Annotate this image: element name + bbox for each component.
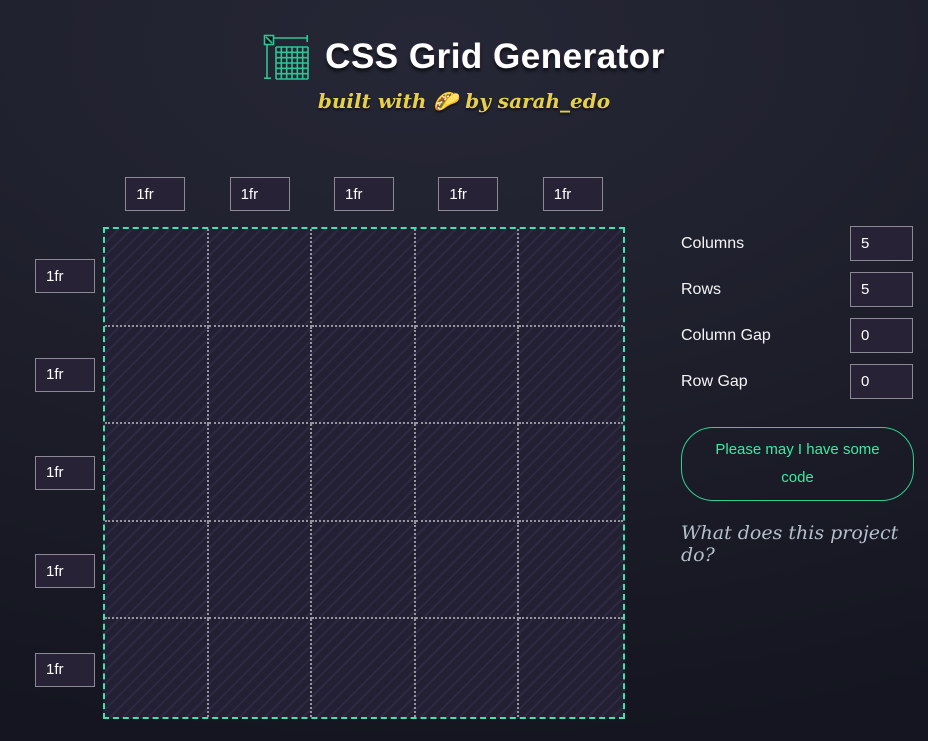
get-code-button[interactable]: Please may I have some code xyxy=(681,427,914,501)
page-title: CSS Grid Generator xyxy=(325,37,665,76)
grid-cell[interactable] xyxy=(415,521,520,620)
grid-cell[interactable] xyxy=(519,619,623,717)
grid-cell[interactable] xyxy=(105,424,209,522)
grid-cell[interactable] xyxy=(519,229,623,327)
columns-input[interactable] xyxy=(850,226,913,261)
subtitle: built with 🌮 by sarah_edo xyxy=(317,89,611,113)
grid-cell[interactable] xyxy=(312,424,416,522)
grid-cell[interactable] xyxy=(105,326,209,425)
column-track-input-4[interactable] xyxy=(438,177,499,211)
setting-row-columns: Columns xyxy=(681,226,913,261)
grid-cell[interactable] xyxy=(312,229,416,327)
rows-input[interactable] xyxy=(850,272,913,307)
setting-row-column-gap: Column Gap xyxy=(681,318,913,353)
grid-cell[interactable] xyxy=(208,229,313,327)
grid-preview xyxy=(103,227,625,719)
grid-cell[interactable] xyxy=(105,619,209,717)
column-gap-label: Column Gap xyxy=(681,326,771,344)
setting-row-row-gap: Row Gap xyxy=(681,364,913,399)
grid-cell[interactable] xyxy=(519,424,623,522)
setting-row-rows: Rows xyxy=(681,272,913,307)
project-info-link[interactable]: What does this project do? xyxy=(681,521,899,566)
grid-cell[interactable] xyxy=(105,521,209,620)
grid-cell[interactable] xyxy=(208,619,313,717)
row-track-input-3[interactable] xyxy=(35,455,95,490)
row-track-inputs xyxy=(35,227,95,719)
column-track-input-5[interactable] xyxy=(542,177,603,211)
column-gap-input[interactable] xyxy=(850,318,913,353)
grid-cell[interactable] xyxy=(208,326,313,425)
columns-label: Columns xyxy=(681,234,745,252)
grid-ruler-icon xyxy=(263,34,309,80)
grid-cell[interactable] xyxy=(415,619,520,717)
column-track-input-2[interactable] xyxy=(229,177,290,211)
grid-cell[interactable] xyxy=(415,424,520,522)
grid-cell[interactable] xyxy=(208,521,313,620)
row-track-input-5[interactable] xyxy=(35,652,95,687)
settings-panel: Columns Rows Column Gap Row Gap Please m… xyxy=(681,226,914,566)
grid-cell[interactable] xyxy=(519,521,623,620)
grid-cell[interactable] xyxy=(415,229,520,327)
grid-cell[interactable] xyxy=(312,619,416,717)
header: CSS Grid Generator built with 🌮 by sarah… xyxy=(0,34,928,113)
grid-cell[interactable] xyxy=(312,326,416,425)
row-gap-label: Row Gap xyxy=(681,372,748,390)
row-track-input-1[interactable] xyxy=(35,259,95,294)
row-gap-input[interactable] xyxy=(850,364,913,399)
grid-cell[interactable] xyxy=(415,326,520,425)
row-track-input-4[interactable] xyxy=(35,554,95,589)
rows-label: Rows xyxy=(681,280,722,298)
grid-cell[interactable] xyxy=(312,521,416,620)
grid-cell[interactable] xyxy=(519,326,623,425)
grid-cell[interactable] xyxy=(105,229,209,327)
column-track-input-1[interactable] xyxy=(125,177,186,211)
column-track-input-3[interactable] xyxy=(333,177,394,211)
grid-cell[interactable] xyxy=(208,424,313,522)
column-track-inputs xyxy=(103,177,625,211)
row-track-input-2[interactable] xyxy=(35,357,95,392)
